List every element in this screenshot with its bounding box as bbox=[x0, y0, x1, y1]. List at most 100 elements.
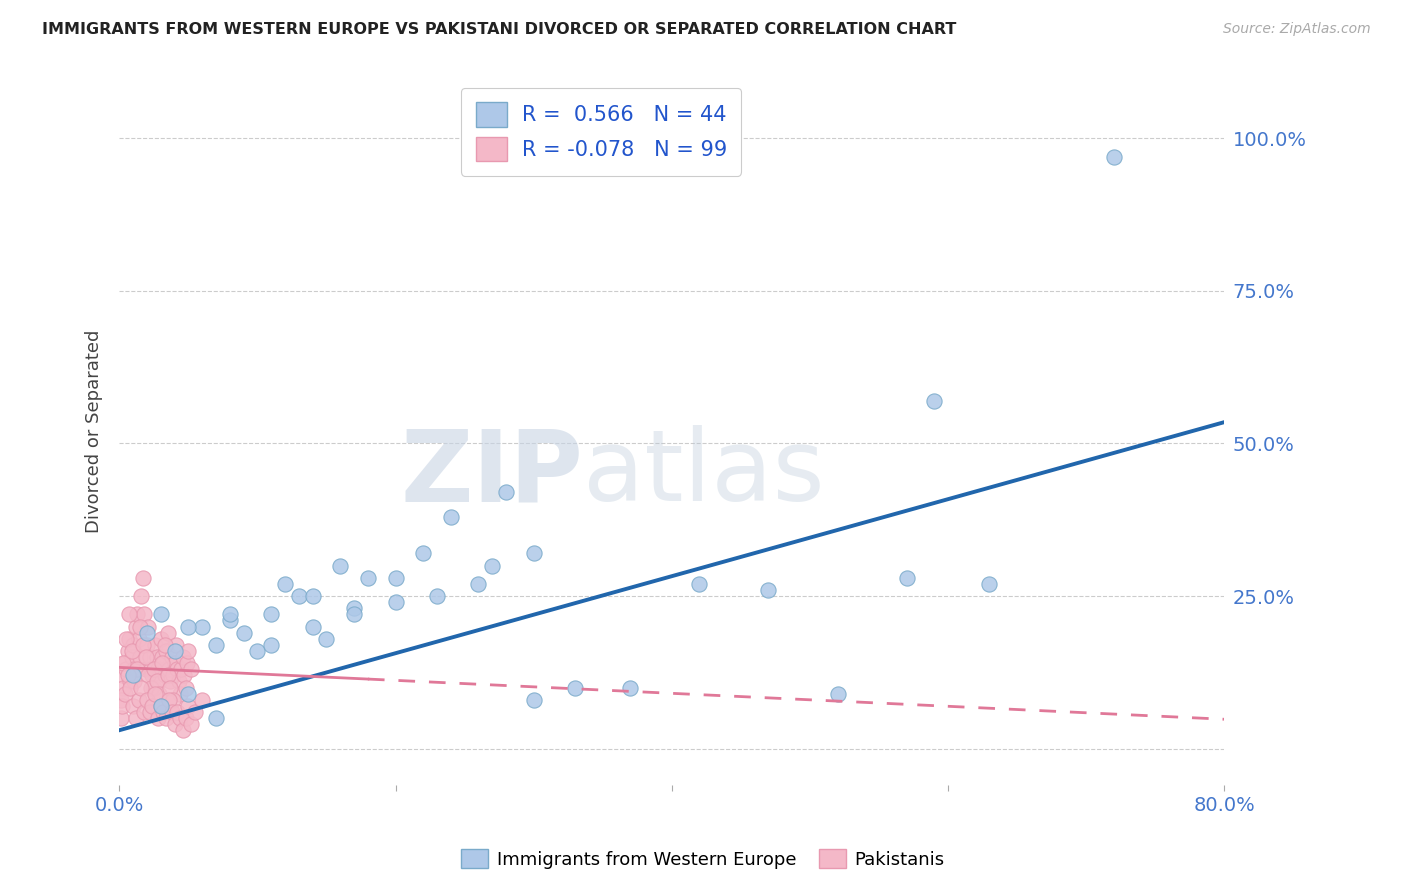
Point bbox=[141, 698, 163, 713]
Point bbox=[159, 681, 181, 695]
Point bbox=[177, 619, 200, 633]
Point bbox=[118, 607, 141, 622]
Point bbox=[134, 650, 156, 665]
Point bbox=[163, 656, 186, 670]
Point bbox=[124, 674, 146, 689]
Point bbox=[177, 644, 200, 658]
Point bbox=[110, 711, 132, 725]
Point bbox=[136, 619, 159, 633]
Point bbox=[148, 687, 170, 701]
Point bbox=[260, 607, 283, 622]
Point bbox=[384, 571, 406, 585]
Text: atlas: atlas bbox=[583, 425, 825, 522]
Point bbox=[260, 638, 283, 652]
Point bbox=[412, 546, 434, 560]
Point bbox=[169, 687, 191, 701]
Point bbox=[218, 607, 240, 622]
Point bbox=[149, 698, 172, 713]
Point bbox=[122, 638, 145, 652]
Point bbox=[150, 656, 173, 670]
Point bbox=[176, 656, 198, 670]
Point bbox=[134, 705, 156, 719]
Point bbox=[922, 393, 945, 408]
Point bbox=[139, 681, 162, 695]
Point bbox=[135, 625, 157, 640]
Point bbox=[162, 692, 184, 706]
Point bbox=[167, 674, 190, 689]
Point bbox=[124, 662, 146, 676]
Point bbox=[979, 576, 1001, 591]
Point bbox=[120, 674, 142, 689]
Point bbox=[132, 571, 155, 585]
Point bbox=[165, 638, 187, 652]
Point bbox=[134, 662, 156, 676]
Point bbox=[114, 687, 136, 701]
Point bbox=[329, 558, 352, 573]
Point bbox=[135, 638, 157, 652]
Point bbox=[112, 656, 135, 670]
Point bbox=[145, 650, 167, 665]
Point bbox=[173, 668, 195, 682]
Point bbox=[170, 662, 193, 676]
Point bbox=[166, 662, 188, 676]
Point bbox=[180, 662, 202, 676]
Point bbox=[152, 705, 174, 719]
Point bbox=[384, 595, 406, 609]
Point bbox=[467, 576, 489, 591]
Point bbox=[157, 662, 180, 676]
Point bbox=[156, 668, 179, 682]
Point bbox=[125, 619, 148, 633]
Point bbox=[155, 644, 177, 658]
Point bbox=[426, 589, 449, 603]
Point bbox=[166, 705, 188, 719]
Point bbox=[343, 601, 366, 615]
Point bbox=[1102, 150, 1125, 164]
Point bbox=[896, 571, 918, 585]
Point bbox=[117, 644, 139, 658]
Point bbox=[138, 705, 160, 719]
Point bbox=[121, 644, 143, 658]
Point bbox=[128, 632, 150, 646]
Point bbox=[481, 558, 503, 573]
Point bbox=[205, 711, 228, 725]
Point bbox=[357, 571, 380, 585]
Point bbox=[118, 632, 141, 646]
Point bbox=[495, 485, 517, 500]
Point bbox=[758, 582, 780, 597]
Point bbox=[152, 656, 174, 670]
Point bbox=[149, 607, 172, 622]
Point bbox=[301, 589, 323, 603]
Point bbox=[232, 625, 254, 640]
Point bbox=[157, 692, 180, 706]
Point bbox=[121, 650, 143, 665]
Point bbox=[172, 723, 194, 738]
Point bbox=[115, 662, 138, 676]
Text: ZIP: ZIP bbox=[401, 425, 583, 522]
Point bbox=[115, 632, 138, 646]
Y-axis label: Divorced or Separated: Divorced or Separated bbox=[86, 330, 103, 533]
Point bbox=[153, 638, 176, 652]
Point bbox=[288, 589, 311, 603]
Point bbox=[142, 662, 165, 676]
Point bbox=[122, 698, 145, 713]
Point bbox=[688, 576, 710, 591]
Point bbox=[159, 674, 181, 689]
Point bbox=[139, 662, 162, 676]
Point bbox=[162, 668, 184, 682]
Point bbox=[274, 576, 297, 591]
Point bbox=[153, 668, 176, 682]
Point bbox=[163, 644, 186, 658]
Point bbox=[160, 705, 183, 719]
Point bbox=[146, 711, 169, 725]
Point bbox=[177, 698, 200, 713]
Point bbox=[146, 662, 169, 676]
Point bbox=[120, 681, 142, 695]
Point bbox=[117, 668, 139, 682]
Point bbox=[177, 687, 200, 701]
Point bbox=[205, 638, 228, 652]
Point bbox=[142, 681, 165, 695]
Point bbox=[315, 632, 337, 646]
Point bbox=[191, 692, 214, 706]
Point bbox=[122, 668, 145, 682]
Point bbox=[246, 644, 269, 658]
